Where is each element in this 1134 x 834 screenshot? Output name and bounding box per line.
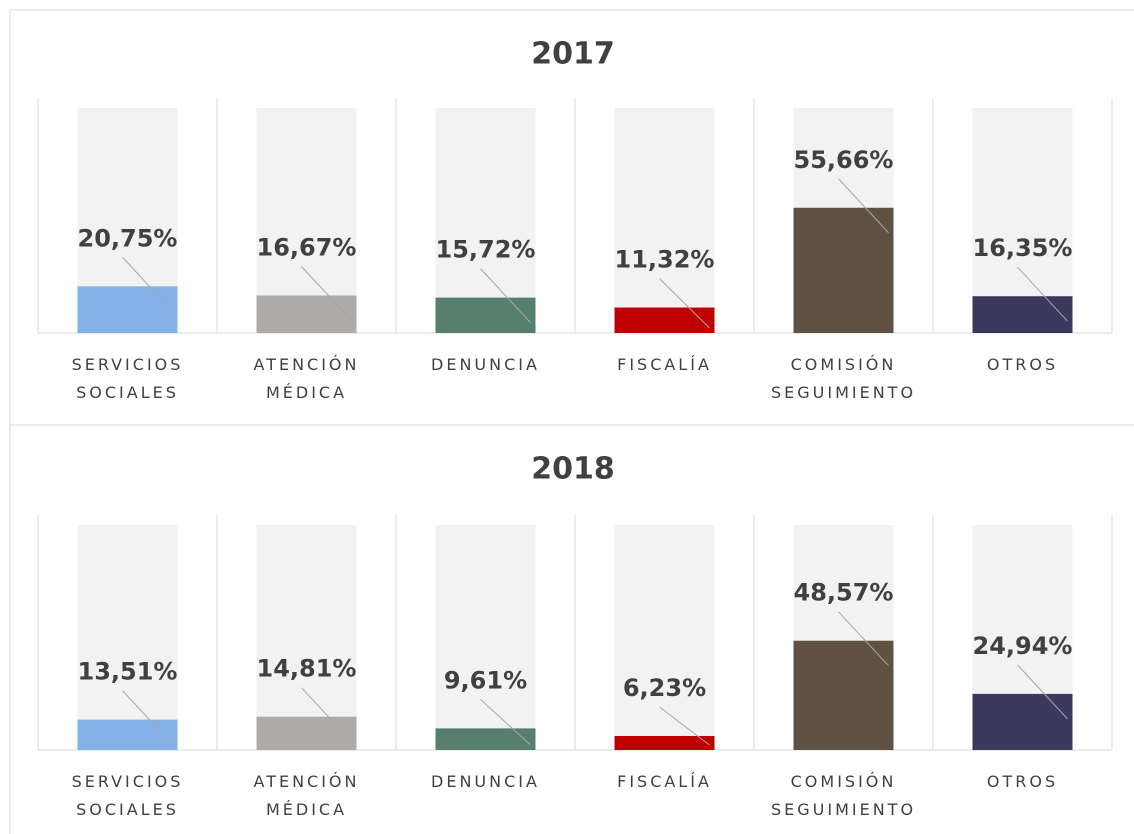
x-tick-label: SERVICIOS SOCIALES xyxy=(71,355,184,402)
frame xyxy=(9,9,1134,834)
bar xyxy=(972,296,1073,333)
data-label: 24,94% xyxy=(973,632,1073,660)
bar xyxy=(793,640,894,750)
bar-background xyxy=(614,108,715,333)
data-label: 6,23% xyxy=(623,674,706,702)
leader-line xyxy=(301,266,352,321)
chart-title: 2017 xyxy=(531,37,615,72)
bar xyxy=(614,307,715,333)
x-tick-label: DENUNCIA xyxy=(431,355,540,374)
bar-background xyxy=(77,525,178,750)
leader-line xyxy=(1017,664,1068,720)
leader-line xyxy=(301,687,352,743)
bar xyxy=(435,297,536,333)
bar xyxy=(614,735,715,750)
data-label: 20,75% xyxy=(78,224,178,252)
data-label: 55,66% xyxy=(794,146,894,174)
x-tick-label: ATENCIÓN MÉDICA xyxy=(253,772,360,819)
data-label: 48,57% xyxy=(794,579,894,607)
x-tick-label: ATENCIÓN MÉDICA xyxy=(253,355,360,402)
leader-line xyxy=(480,699,531,746)
chart-title: 2018 xyxy=(531,452,615,487)
x-tick-label: COMISIÓN SEGUIMIENTO xyxy=(770,355,917,402)
bar xyxy=(972,693,1073,750)
data-label: 9,61% xyxy=(444,666,527,694)
data-label: 14,81% xyxy=(257,655,357,683)
leader-line xyxy=(659,706,710,746)
leader-line xyxy=(1017,266,1068,322)
data-label: 13,51% xyxy=(78,658,178,686)
x-tick-label: FISCALÍA xyxy=(617,772,712,791)
bar-background xyxy=(435,525,536,750)
bar xyxy=(77,286,178,333)
x-tick-label: OTROS xyxy=(986,355,1059,374)
bar-background xyxy=(972,108,1073,333)
data-label: 11,32% xyxy=(615,246,715,274)
bar-background xyxy=(614,525,715,750)
leader-line xyxy=(122,690,173,745)
x-tick-label: DENUNCIA xyxy=(431,772,540,791)
leader-line xyxy=(122,256,173,312)
bar xyxy=(77,719,178,750)
bar-background xyxy=(256,525,357,750)
leader-line xyxy=(659,278,710,329)
x-tick-label: COMISIÓN SEGUIMIENTO xyxy=(770,772,917,819)
leader-line xyxy=(480,268,531,323)
bar xyxy=(256,716,357,750)
leader-line xyxy=(838,611,889,667)
bar xyxy=(256,295,357,333)
data-label: 16,35% xyxy=(973,234,1073,262)
bar-background xyxy=(435,108,536,333)
data-label: 16,67% xyxy=(257,233,357,261)
bar xyxy=(793,207,894,333)
leader-line xyxy=(838,178,889,234)
x-tick-label: SERVICIOS SOCIALES xyxy=(71,772,184,819)
x-tick-label: OTROS xyxy=(986,772,1059,791)
data-label: 15,72% xyxy=(436,236,536,264)
x-tick-label: FISCALÍA xyxy=(617,355,712,374)
bar xyxy=(435,728,536,750)
